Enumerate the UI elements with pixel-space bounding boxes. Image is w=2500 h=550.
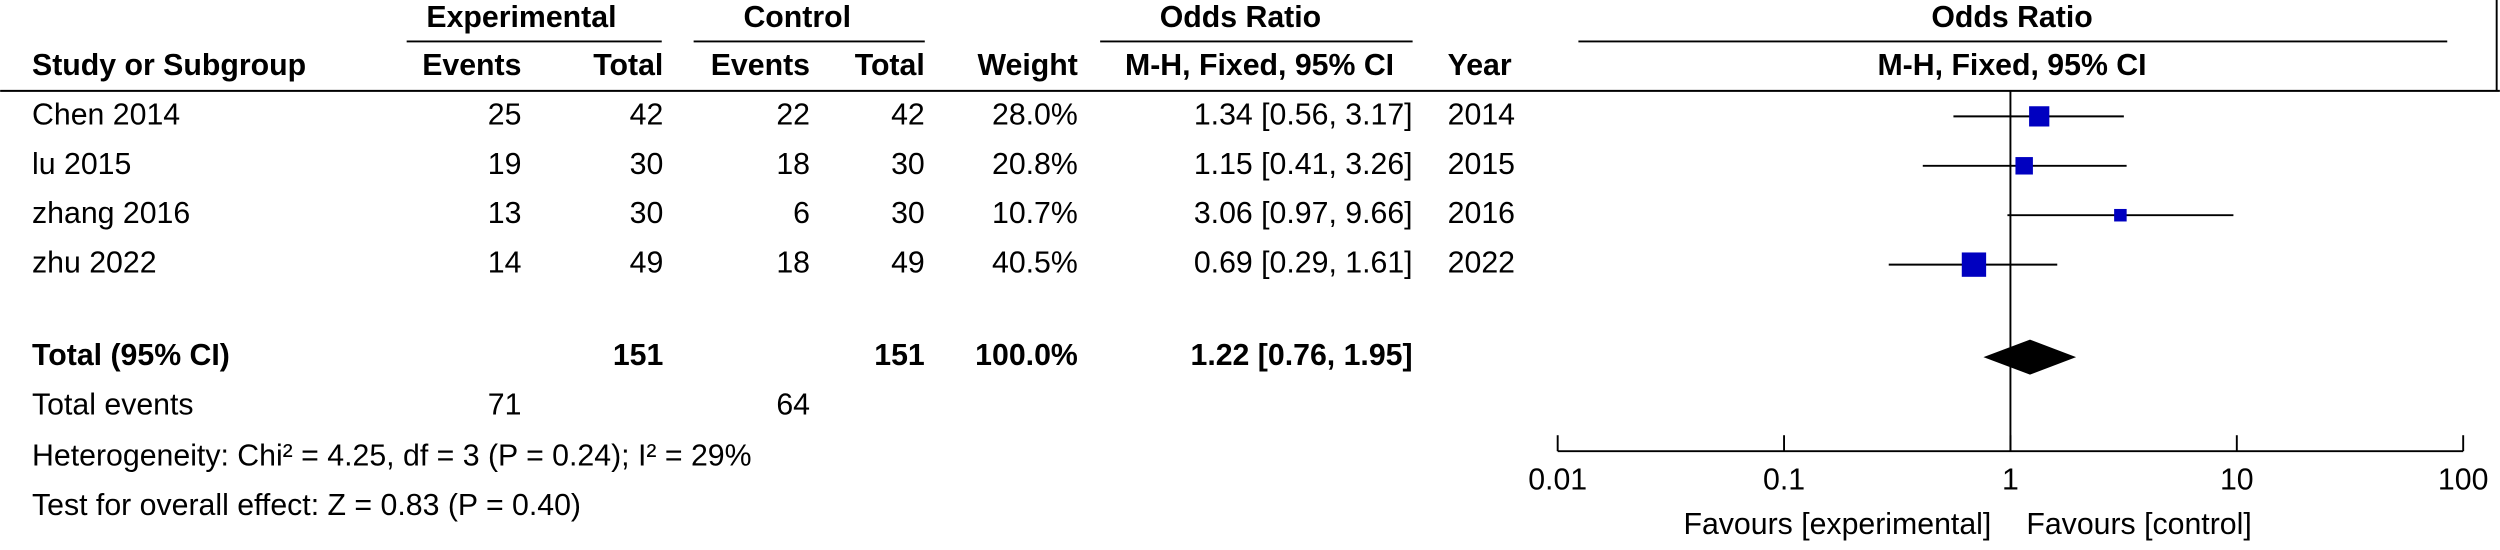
- cell: 151: [874, 339, 924, 372]
- cell: 30: [891, 148, 925, 181]
- cell: 13: [488, 197, 522, 230]
- effect-square: [2029, 106, 2050, 127]
- column-header: M-H, Fixed, 95% CI: [1877, 49, 2146, 82]
- x-tick-label: 0.1: [1763, 463, 1805, 496]
- cell: 18: [776, 247, 810, 280]
- year: 2015: [1448, 148, 1515, 181]
- cell: 19: [488, 148, 522, 181]
- cell: 49: [891, 247, 925, 280]
- column-header: Events: [711, 49, 810, 82]
- study-name: lu 2015: [32, 148, 131, 181]
- cell: 22: [776, 98, 810, 131]
- cell: 6: [793, 197, 810, 230]
- effect-square: [2114, 208, 2127, 222]
- effect-square: [1961, 252, 1987, 277]
- study-name: Chen 2014: [32, 98, 180, 131]
- favours-right: Favours [control]: [2026, 508, 2251, 541]
- year: 2014: [1448, 98, 1515, 131]
- ci: 3.06 [0.97, 9.66]: [1194, 197, 1413, 230]
- cell: 30: [891, 197, 925, 230]
- cell: 151: [613, 339, 664, 372]
- study-name: zhu 2022: [32, 247, 157, 280]
- total-events-name: Total events: [32, 389, 194, 422]
- study-name: zhang 2016: [32, 197, 190, 230]
- column-header: Total: [593, 49, 663, 82]
- heterogeneity: Heterogeneity: Chi² = 4.25, df = 3 (P = …: [32, 440, 752, 473]
- group-header: Experimental: [426, 1, 616, 34]
- ci: 0.69 [0.29, 1.61]: [1194, 247, 1413, 280]
- favours-left: Favours [experimental]: [1683, 508, 1991, 541]
- x-tick-label: 0.01: [1528, 463, 1587, 496]
- column-header: Study or Subgroup: [32, 49, 306, 82]
- ci: 1.22 [0.76, 1.95]: [1190, 339, 1412, 372]
- x-tick-label: 10: [2220, 463, 2254, 496]
- ci: 1.34 [0.56, 3.17]: [1194, 98, 1413, 131]
- x-tick-label: 100: [2438, 463, 2489, 496]
- weight: 28.0%: [992, 98, 1078, 131]
- overall-effect: Test for overall effect: Z = 0.83 (P = 0…: [32, 489, 581, 522]
- cell: 42: [630, 98, 664, 131]
- x-tick-label: 1: [2002, 463, 2019, 496]
- cell: 25: [488, 98, 522, 131]
- column-header: Year: [1448, 49, 1512, 82]
- cell: 30: [630, 197, 664, 230]
- cell: 14: [488, 247, 522, 280]
- total-name: Total (95% CI): [32, 339, 230, 372]
- summary-diamond: [1983, 339, 2077, 375]
- column-header: Weight: [977, 49, 1077, 82]
- year: 2022: [1448, 247, 1515, 280]
- cell: 64: [776, 389, 810, 422]
- cell: 30: [630, 148, 664, 181]
- weight: 100.0%: [975, 339, 1078, 372]
- effect-square: [2015, 157, 2033, 175]
- column-header: Events: [422, 49, 521, 82]
- group-header: Odds Ratio: [1931, 1, 2092, 34]
- cell: 42: [891, 98, 925, 131]
- column-header: Total: [855, 49, 925, 82]
- weight: 40.5%: [992, 247, 1078, 280]
- weight: 20.8%: [992, 148, 1078, 181]
- column-header: M-H, Fixed, 95% CI: [1125, 49, 1394, 82]
- year: 2016: [1448, 197, 1515, 230]
- cell: 49: [630, 247, 664, 280]
- group-header: Control: [743, 1, 851, 34]
- cell: 18: [776, 148, 810, 181]
- ci: 1.15 [0.41, 3.26]: [1194, 148, 1413, 181]
- group-header: Odds Ratio: [1160, 1, 1321, 34]
- weight: 10.7%: [992, 197, 1078, 230]
- cell: 71: [488, 389, 522, 422]
